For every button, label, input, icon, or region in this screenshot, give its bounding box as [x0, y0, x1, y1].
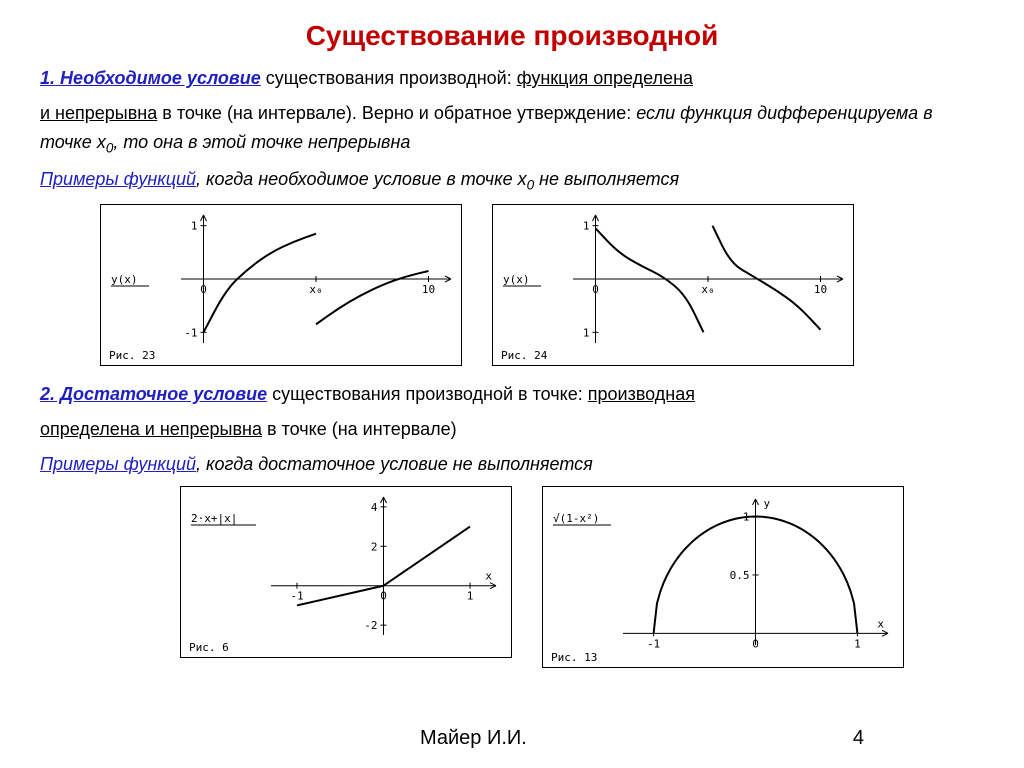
svg-text:10: 10 [814, 283, 827, 296]
section2-para2: определена и непрерывна в точке (на инте… [40, 415, 984, 444]
svg-text:2·x+|x|: 2·x+|x| [191, 512, 237, 525]
svg-text:x₀: x₀ [701, 283, 714, 296]
svg-text:x₀: x₀ [309, 283, 322, 296]
page-title: Существование производной [40, 20, 984, 52]
svg-text:-1: -1 [647, 638, 660, 651]
svg-text:x: x [485, 570, 492, 583]
svg-text:-2: -2 [364, 620, 377, 633]
svg-text:-1: -1 [290, 590, 303, 603]
svg-text:2: 2 [371, 541, 378, 554]
section1-para2: и непрерывна в точке (на интервале). Вер… [40, 99, 984, 159]
section2-examples: Примеры функций, когда достаточное услов… [40, 450, 984, 479]
svg-text:0: 0 [200, 283, 207, 296]
svg-text:1: 1 [583, 326, 590, 339]
svg-text:Рис. 24: Рис. 24 [501, 349, 548, 362]
chart-row-2: -1 0 1 4 2 -2 2·x+|x| x Рис. 6 -1 0 1 0.5 1 √(1-x²) y x… [180, 486, 984, 668]
svg-text:Рис. 6: Рис. 6 [189, 641, 229, 654]
svg-text:1: 1 [854, 638, 861, 651]
section2-heading: 2. Достаточное условие [40, 384, 267, 404]
svg-text:0.5: 0.5 [730, 569, 750, 582]
svg-text:0: 0 [752, 638, 759, 651]
chart-fig-23: 0 x₀ 10 1 -1 y(x) Рис. 23 [100, 204, 462, 366]
svg-text:-1: -1 [184, 326, 197, 339]
svg-text:4: 4 [371, 501, 378, 514]
slide-footer: Майер И.И. 4 [0, 727, 1024, 750]
section2-para1: 2. Достаточное условие существования про… [40, 380, 984, 409]
section1-examples: Примеры функций, когда необходимое услов… [40, 165, 984, 196]
svg-text:Рис. 23: Рис. 23 [109, 349, 155, 362]
svg-text:1: 1 [467, 590, 474, 603]
svg-text:x: x [877, 618, 884, 631]
chart-row-1: 0 x₀ 10 1 -1 y(x) Рис. 23 0 x₀ 10 1 1 y(x) Рис. 24 [100, 204, 984, 366]
chart-fig-6: -1 0 1 4 2 -2 2·x+|x| x Рис. 6 [180, 486, 512, 658]
svg-text:y: y [764, 497, 771, 510]
slide-content: Существование производной 1. Необходимое… [0, 0, 1024, 702]
footer-author: Майер И.И. [420, 727, 527, 750]
chart-fig-13: -1010.51√(1-x²)yxРис. 13 [542, 486, 904, 668]
svg-text:y(x): y(x) [111, 273, 138, 286]
svg-text:0: 0 [592, 283, 599, 296]
svg-text:y(x): y(x) [503, 273, 530, 286]
section1-heading: 1. Необходимое условие [40, 68, 261, 88]
svg-text:√(1-x²): √(1-x²) [553, 512, 599, 525]
chart-fig-24: 0 x₀ 10 1 1 y(x) Рис. 24 [492, 204, 854, 366]
svg-text:0: 0 [380, 590, 387, 603]
footer-page-number: 4 [853, 727, 864, 750]
svg-text:Рис. 13: Рис. 13 [551, 651, 597, 664]
svg-text:1: 1 [191, 220, 198, 233]
svg-text:10: 10 [422, 283, 435, 296]
svg-text:1: 1 [583, 220, 590, 233]
section1-para1: 1. Необходимое условие существования про… [40, 64, 984, 93]
